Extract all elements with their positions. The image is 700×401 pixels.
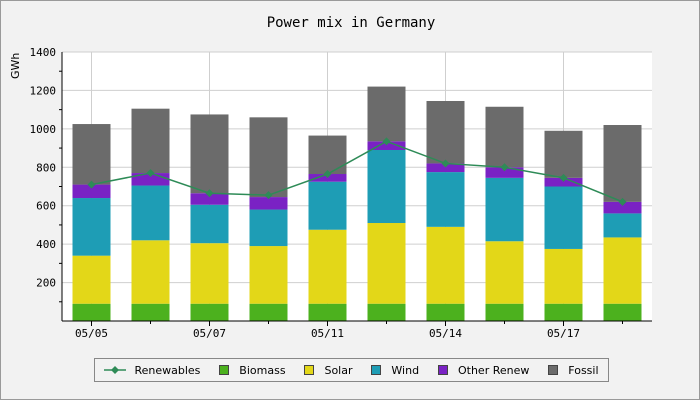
legend-item-other-renew: Other Renew xyxy=(437,363,530,377)
bar-segment-solar xyxy=(249,246,288,304)
bar-segment-wind xyxy=(544,186,583,249)
legend-item-biomass: Biomass xyxy=(219,363,286,377)
bar-segment-fossil xyxy=(249,117,288,198)
legend-item-fossil: Fossil xyxy=(548,363,599,377)
legend-item-solar: Solar xyxy=(304,363,353,377)
x-tick-label: 05/14 xyxy=(429,327,462,340)
bar-segment-wind xyxy=(131,185,170,241)
legend-swatch xyxy=(304,365,315,375)
bar-segment-wind xyxy=(367,149,406,224)
legend-item-wind: Wind xyxy=(371,364,419,377)
legend: Renewables Biomass Solar Wind Other Renew Fos… xyxy=(94,358,609,382)
bar-segment-fossil xyxy=(190,114,229,194)
bar-segment-biomass xyxy=(72,303,111,321)
y-tick-label: 600 xyxy=(36,200,56,213)
bar-segment-biomass xyxy=(308,303,347,321)
legend-swatch xyxy=(548,365,559,375)
bar-segment-other-renew xyxy=(249,197,288,210)
x-tick-label: 05/17 xyxy=(547,327,580,340)
bar-segment-other-renew xyxy=(544,177,583,187)
bar-segment-wind xyxy=(426,172,465,227)
bar-segment-fossil xyxy=(426,100,465,164)
legend-label: Fossil xyxy=(568,363,599,377)
bar-segment-other-renew xyxy=(426,163,465,173)
bar-segment-biomass xyxy=(603,303,642,321)
x-tick-label: 05/07 xyxy=(193,327,226,340)
bar-segment-biomass xyxy=(485,303,524,321)
bar-segment-fossil xyxy=(485,106,524,168)
bar-segment-solar xyxy=(190,243,229,304)
bar-segment-wind xyxy=(485,177,524,242)
renewables-point xyxy=(264,191,273,200)
legend-swatch xyxy=(219,365,230,375)
y-tick-label: 1400 xyxy=(30,46,57,59)
renewables-point xyxy=(500,163,509,172)
bar-segment-solar xyxy=(308,229,347,304)
legend-item-renewables: Renewables xyxy=(104,364,200,377)
renewables-point xyxy=(382,137,391,146)
bar-segment-wind xyxy=(72,198,111,256)
legend-label: Solar xyxy=(324,363,353,377)
bar-segment-other-renew xyxy=(367,141,406,150)
bar-segment-solar xyxy=(131,240,170,304)
legend-label: Renewables xyxy=(134,363,201,377)
bar-segment-other-renew xyxy=(190,193,229,205)
renewables-point xyxy=(146,169,155,178)
renewables-point xyxy=(559,173,568,182)
bar-segment-wind xyxy=(190,204,229,244)
bar-segment-solar xyxy=(72,255,111,304)
bar-segment-wind xyxy=(603,213,642,238)
bar-segment-fossil xyxy=(367,86,406,142)
bar-segment-biomass xyxy=(544,303,583,321)
renewables-point xyxy=(441,159,450,168)
bar-segment-fossil xyxy=(544,130,583,178)
bar-segment-biomass xyxy=(367,303,406,321)
bar-segment-other-renew xyxy=(72,184,111,199)
y-tick-label: 1200 xyxy=(30,84,57,97)
legend-swatch xyxy=(371,365,382,375)
x-tick-label: 05/11 xyxy=(311,327,344,340)
bar-segment-biomass xyxy=(426,303,465,321)
bar-segment-fossil xyxy=(72,124,111,185)
y-tick-label: 400 xyxy=(36,238,56,251)
bar-segment-fossil xyxy=(603,125,642,202)
bar-segment-solar xyxy=(603,237,642,304)
renewables-point xyxy=(87,180,96,189)
bar-segment-fossil xyxy=(308,135,347,175)
bar-segment-biomass xyxy=(131,303,170,321)
legend-label: Wind xyxy=(391,363,420,377)
renewables-point xyxy=(205,189,214,198)
bar-segment-solar xyxy=(426,226,465,304)
legend-line-swatch xyxy=(104,366,127,374)
bar-segment-other-renew xyxy=(485,167,524,178)
bar-segment-solar xyxy=(485,241,524,304)
bar-segment-solar xyxy=(367,223,406,304)
y-tick-label: 800 xyxy=(36,161,56,174)
y-tick-label: 1000 xyxy=(30,123,57,136)
bar-segment-other-renew xyxy=(603,201,642,214)
y-tick-label: 200 xyxy=(36,277,56,290)
bar-segment-biomass xyxy=(249,303,288,321)
legend-label: Biomass xyxy=(239,363,286,377)
bar-segment-wind xyxy=(249,209,288,247)
bar-segment-biomass xyxy=(190,303,229,321)
legend-swatch xyxy=(437,365,448,375)
renewables-point xyxy=(618,197,627,206)
bar-segment-fossil xyxy=(131,108,170,174)
bar-segment-solar xyxy=(544,248,583,304)
x-tick-label: 05/05 xyxy=(75,327,108,340)
renewables-line xyxy=(91,140,623,203)
legend-label: Other Renew xyxy=(457,363,530,377)
chart-title: Power mix in Germany xyxy=(266,15,436,31)
renewables-point xyxy=(323,170,332,179)
bar-segment-wind xyxy=(308,181,347,230)
